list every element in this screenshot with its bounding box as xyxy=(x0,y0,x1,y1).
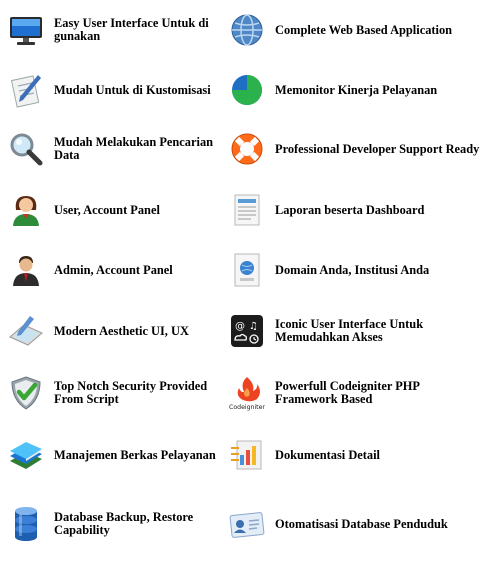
security-shield-icon xyxy=(8,375,44,411)
feature-label: Top Notch Security Provided From Script xyxy=(54,379,208,406)
id-card-icon xyxy=(229,506,265,542)
svg-text:♫: ♫ xyxy=(249,321,258,332)
feature-label: Mudah Untuk di Kustomisasi xyxy=(54,82,211,97)
codeigniter-logo-icon: Codeigniter xyxy=(229,375,265,411)
magnifier-icon xyxy=(8,131,44,167)
feature-domain: Domain Anda, Institusi Anda xyxy=(229,252,485,288)
database-icon xyxy=(8,506,44,542)
feature-admin-panel: Admin, Account Panel xyxy=(8,252,219,288)
feature-label: Admin, Account Panel xyxy=(54,262,173,277)
svg-text:@: @ xyxy=(235,321,245,332)
feature-user-panel: User, Account Panel xyxy=(8,192,219,228)
feature-population-database: Otomatisasi Database Penduduk xyxy=(229,506,485,542)
female-user-icon xyxy=(8,192,44,228)
feature-monitor-performance: Memonitor Kinerja Pelayanan xyxy=(229,72,485,108)
feature-label: Complete Web Based Application xyxy=(275,22,453,37)
feature-label: Laporan beserta Dashboard xyxy=(275,202,425,217)
feature-database-backup: Database Backup, Restore Capability xyxy=(8,506,219,542)
feature-label: Easy User Interface Untuk di gunakan xyxy=(54,16,209,43)
feature-label: Database Backup, Restore Capability xyxy=(54,510,194,537)
feature-file-management: Manajemen Berkas Pelayanan xyxy=(8,437,219,473)
feature-report-dashboard: Laporan beserta Dashboard xyxy=(229,192,485,228)
feature-search: Mudah Melakukan Pencarian Data xyxy=(8,131,219,167)
feature-label: Dokumentasi Detail xyxy=(275,447,380,462)
monitor-chart-icon xyxy=(229,72,265,108)
feature-label: Memonitor Kinerja Pelayanan xyxy=(275,82,438,97)
feature-label: Professional Developer Support Ready xyxy=(275,141,480,156)
feature-easy-ui: Easy User Interface Untuk di gunakan xyxy=(8,12,219,48)
documentation-chart-icon xyxy=(229,437,265,473)
feature-label: Modern Aesthetic UI, UX xyxy=(54,323,189,338)
lifebuoy-icon xyxy=(229,131,265,167)
feature-security: Top Notch Security Provided From Script xyxy=(8,375,219,411)
book-stack-icon xyxy=(8,437,44,473)
feature-label: Manajemen Berkas Pelayanan xyxy=(54,447,216,462)
male-admin-icon xyxy=(8,252,44,288)
www-document-icon xyxy=(229,252,265,288)
feature-label: Powerfull Codeigniter PHP Framework Base… xyxy=(275,379,420,406)
codeigniter-logo-text: Codeigniter xyxy=(229,404,265,411)
pen-document-icon xyxy=(8,72,44,108)
app-icons-icon: @ ♫ xyxy=(229,313,265,349)
feature-web-based: Complete Web Based Application xyxy=(229,12,485,48)
globe-icon xyxy=(229,12,265,48)
feature-label: Domain Anda, Institusi Anda xyxy=(275,262,430,277)
feature-label: Mudah Melakukan Pencarian Data xyxy=(54,135,214,162)
feature-customize: Mudah Untuk di Kustomisasi xyxy=(8,72,219,108)
pen-tablet-icon xyxy=(8,313,44,349)
feature-codeigniter: Codeigniter Powerfull Codeigniter PHP Fr… xyxy=(229,375,485,411)
feature-modern-ui: Modern Aesthetic UI, UX xyxy=(8,313,219,349)
feature-iconic-ui: @ ♫ Iconic User Interface Untuk Memudahka… xyxy=(229,313,485,349)
feature-label: User, Account Panel xyxy=(54,202,160,217)
monitor-icon xyxy=(8,12,44,48)
feature-label: Iconic User Interface Untuk Memudahkan A… xyxy=(275,317,424,344)
feature-documentation: Dokumentasi Detail xyxy=(229,437,485,473)
feature-label: Otomatisasi Database Penduduk xyxy=(275,516,448,531)
report-document-icon xyxy=(229,192,265,228)
feature-developer-support: Professional Developer Support Ready xyxy=(229,131,485,167)
